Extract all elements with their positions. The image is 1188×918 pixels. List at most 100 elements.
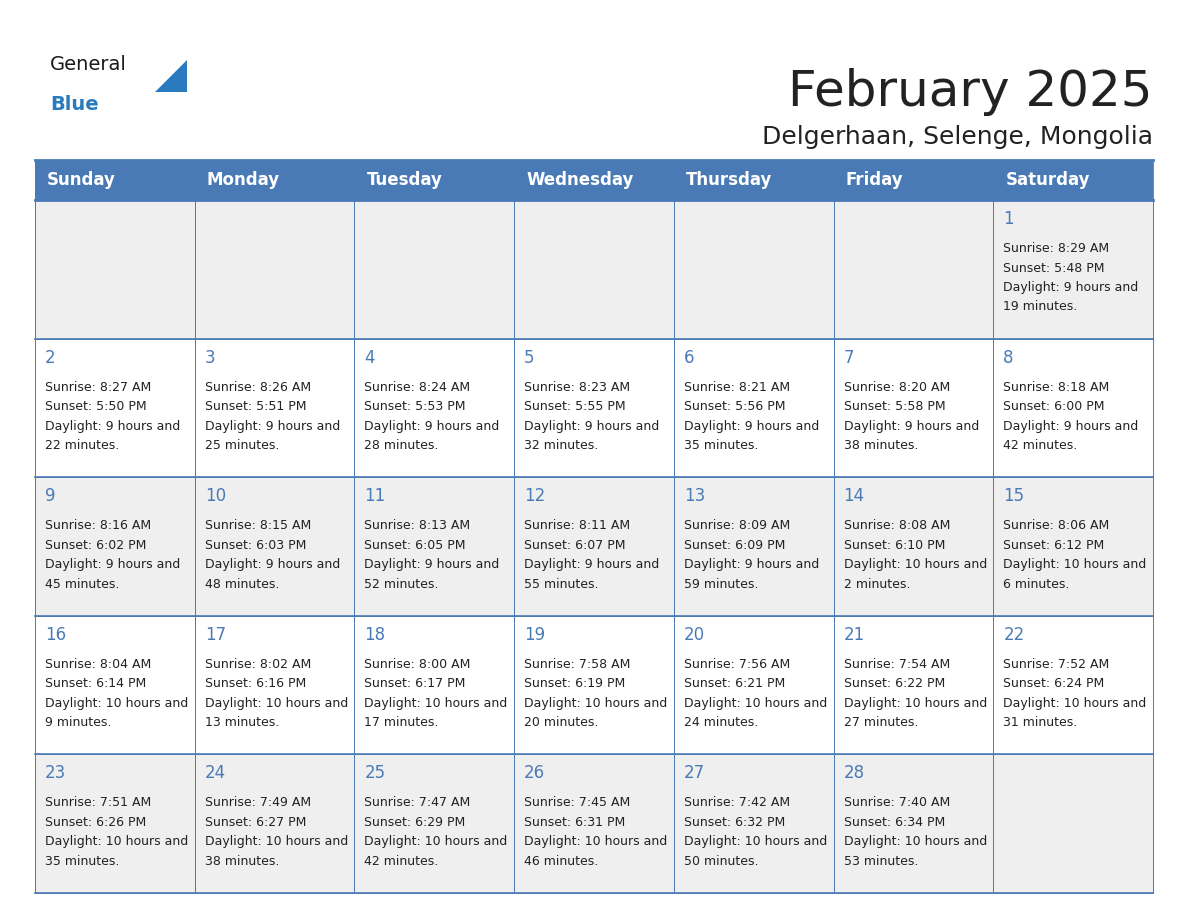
Text: Sunset: 5:53 PM: Sunset: 5:53 PM xyxy=(365,400,466,413)
Text: 8: 8 xyxy=(1004,349,1013,366)
Text: Sunset: 6:29 PM: Sunset: 6:29 PM xyxy=(365,816,466,829)
Text: 9: 9 xyxy=(45,487,56,505)
Bar xyxy=(674,755,834,893)
Bar xyxy=(195,755,354,893)
Bar xyxy=(34,200,195,339)
Text: 17 minutes.: 17 minutes. xyxy=(365,716,438,729)
Text: 27: 27 xyxy=(684,765,704,782)
Text: Sunrise: 7:54 AM: Sunrise: 7:54 AM xyxy=(843,658,950,671)
Text: Sunrise: 8:11 AM: Sunrise: 8:11 AM xyxy=(524,520,631,532)
Text: Sunrise: 8:20 AM: Sunrise: 8:20 AM xyxy=(843,381,950,394)
Text: Sunset: 5:50 PM: Sunset: 5:50 PM xyxy=(45,400,146,413)
Text: Sunset: 5:51 PM: Sunset: 5:51 PM xyxy=(204,400,307,413)
Text: 24: 24 xyxy=(204,765,226,782)
Text: 52 minutes.: 52 minutes. xyxy=(365,577,438,590)
Text: 45 minutes.: 45 minutes. xyxy=(45,577,119,590)
Bar xyxy=(514,616,674,755)
Bar xyxy=(993,755,1154,893)
Text: 18: 18 xyxy=(365,626,386,644)
Text: Sunrise: 7:42 AM: Sunrise: 7:42 AM xyxy=(684,797,790,810)
Text: Sunset: 6:34 PM: Sunset: 6:34 PM xyxy=(843,816,944,829)
Text: 22: 22 xyxy=(1004,626,1024,644)
Text: Sunrise: 8:23 AM: Sunrise: 8:23 AM xyxy=(524,381,631,394)
Bar xyxy=(993,477,1154,616)
Text: Sunset: 6:03 PM: Sunset: 6:03 PM xyxy=(204,539,307,552)
Bar xyxy=(195,200,354,339)
Text: Friday: Friday xyxy=(846,171,903,189)
Text: February 2025: February 2025 xyxy=(789,68,1154,116)
Text: Sunrise: 8:21 AM: Sunrise: 8:21 AM xyxy=(684,381,790,394)
Text: Sunrise: 7:47 AM: Sunrise: 7:47 AM xyxy=(365,797,470,810)
Bar xyxy=(674,200,834,339)
Text: Saturday: Saturday xyxy=(1005,171,1089,189)
Text: 2 minutes.: 2 minutes. xyxy=(843,577,910,590)
Text: Sunset: 5:48 PM: Sunset: 5:48 PM xyxy=(1004,262,1105,274)
Text: Daylight: 9 hours and: Daylight: 9 hours and xyxy=(365,420,500,432)
Text: Sunset: 6:12 PM: Sunset: 6:12 PM xyxy=(1004,539,1105,552)
Bar xyxy=(993,200,1154,339)
Text: Daylight: 9 hours and: Daylight: 9 hours and xyxy=(45,558,181,571)
Bar xyxy=(354,200,514,339)
Text: Blue: Blue xyxy=(50,95,99,114)
Text: Sunrise: 8:15 AM: Sunrise: 8:15 AM xyxy=(204,520,311,532)
Text: 5: 5 xyxy=(524,349,535,366)
Text: Sunrise: 8:26 AM: Sunrise: 8:26 AM xyxy=(204,381,311,394)
Text: 35 minutes.: 35 minutes. xyxy=(684,439,758,452)
Text: Sunrise: 7:51 AM: Sunrise: 7:51 AM xyxy=(45,797,151,810)
Text: 50 minutes.: 50 minutes. xyxy=(684,855,758,868)
Bar xyxy=(674,339,834,477)
Text: 42 minutes.: 42 minutes. xyxy=(1004,439,1078,452)
Text: Sunrise: 8:08 AM: Sunrise: 8:08 AM xyxy=(843,520,950,532)
Text: 17: 17 xyxy=(204,626,226,644)
Bar xyxy=(674,616,834,755)
Text: 42 minutes.: 42 minutes. xyxy=(365,855,438,868)
Text: Daylight: 10 hours and: Daylight: 10 hours and xyxy=(684,697,827,710)
Text: Thursday: Thursday xyxy=(685,171,772,189)
Text: Sunrise: 7:58 AM: Sunrise: 7:58 AM xyxy=(524,658,631,671)
Text: Sunrise: 8:24 AM: Sunrise: 8:24 AM xyxy=(365,381,470,394)
Text: Daylight: 10 hours and: Daylight: 10 hours and xyxy=(204,697,348,710)
Text: 2: 2 xyxy=(45,349,56,366)
Bar xyxy=(514,200,674,339)
Bar xyxy=(34,339,195,477)
Bar xyxy=(34,160,195,200)
Bar xyxy=(354,755,514,893)
Text: 55 minutes.: 55 minutes. xyxy=(524,577,599,590)
Text: 22 minutes.: 22 minutes. xyxy=(45,439,119,452)
Text: Daylight: 10 hours and: Daylight: 10 hours and xyxy=(365,835,507,848)
Text: Sunset: 6:14 PM: Sunset: 6:14 PM xyxy=(45,677,146,690)
Text: 31 minutes.: 31 minutes. xyxy=(1004,716,1078,729)
Text: Daylight: 10 hours and: Daylight: 10 hours and xyxy=(843,558,987,571)
Text: Delgerhaan, Selenge, Mongolia: Delgerhaan, Selenge, Mongolia xyxy=(762,125,1154,149)
Text: Sunset: 6:07 PM: Sunset: 6:07 PM xyxy=(524,539,626,552)
Bar xyxy=(674,160,834,200)
Text: Sunset: 6:05 PM: Sunset: 6:05 PM xyxy=(365,539,466,552)
Text: Daylight: 9 hours and: Daylight: 9 hours and xyxy=(1004,281,1138,294)
Text: Sunset: 6:24 PM: Sunset: 6:24 PM xyxy=(1004,677,1105,690)
Text: 10: 10 xyxy=(204,487,226,505)
Text: 28: 28 xyxy=(843,765,865,782)
Bar xyxy=(834,755,993,893)
Text: 9 minutes.: 9 minutes. xyxy=(45,716,112,729)
Text: Sunset: 6:27 PM: Sunset: 6:27 PM xyxy=(204,816,307,829)
Bar xyxy=(195,160,354,200)
Text: Daylight: 9 hours and: Daylight: 9 hours and xyxy=(843,420,979,432)
Text: Sunrise: 7:49 AM: Sunrise: 7:49 AM xyxy=(204,797,311,810)
Text: Daylight: 10 hours and: Daylight: 10 hours and xyxy=(524,697,668,710)
Text: Sunset: 6:31 PM: Sunset: 6:31 PM xyxy=(524,816,625,829)
Text: Sunset: 5:58 PM: Sunset: 5:58 PM xyxy=(843,400,946,413)
Text: Daylight: 9 hours and: Daylight: 9 hours and xyxy=(1004,420,1138,432)
Text: Sunrise: 8:16 AM: Sunrise: 8:16 AM xyxy=(45,520,151,532)
Bar xyxy=(674,477,834,616)
Text: General: General xyxy=(50,55,127,74)
Bar xyxy=(354,339,514,477)
Text: Sunset: 5:55 PM: Sunset: 5:55 PM xyxy=(524,400,626,413)
Text: Sunset: 6:10 PM: Sunset: 6:10 PM xyxy=(843,539,944,552)
Bar xyxy=(993,616,1154,755)
Bar xyxy=(195,616,354,755)
Bar xyxy=(514,477,674,616)
Text: 25: 25 xyxy=(365,765,386,782)
Text: Sunrise: 8:04 AM: Sunrise: 8:04 AM xyxy=(45,658,151,671)
Text: Daylight: 9 hours and: Daylight: 9 hours and xyxy=(684,558,819,571)
Text: Daylight: 10 hours and: Daylight: 10 hours and xyxy=(843,697,987,710)
